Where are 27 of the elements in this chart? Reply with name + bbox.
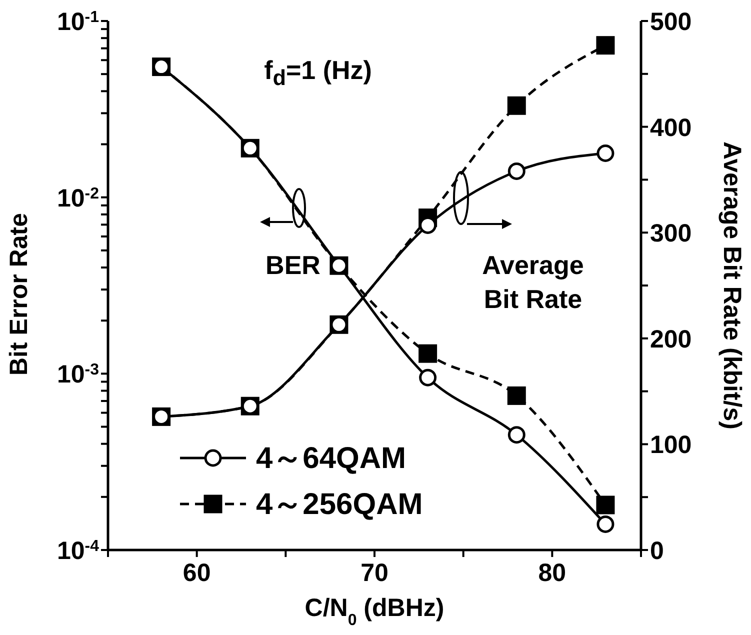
annotation: BER <box>266 250 320 280</box>
point <box>418 344 438 363</box>
y2-tick-label: 200 <box>650 325 692 354</box>
x-tick-label: 60 <box>182 559 211 587</box>
y-tick-label: 10$^{-2}$ <box>56 184 100 212</box>
point <box>596 515 614 533</box>
y2-axis-title: Average Bit Rate (kbit/s) <box>718 141 746 430</box>
y2-tick-label: 300 <box>650 220 692 248</box>
legend-label: 4～64QAM <box>256 440 406 476</box>
y-tick-label: 10$^{-1}$ <box>56 8 100 36</box>
annotation: Average Bit Rate <box>482 250 584 314</box>
y-axis-title: Bit Error Rate <box>4 212 33 376</box>
x-axis-title: C/N$_{0}$ (dBHz) <box>304 594 444 628</box>
x-tick-label: 70 <box>360 559 388 587</box>
legend-label: 4～256QAM <box>256 486 423 522</box>
annotation: f$_{d}$=1 (Hz) <box>264 55 372 90</box>
y-tick-label: 10$^{-4}$ <box>56 537 100 565</box>
y2-tick-label: 100 <box>650 431 692 460</box>
x-tick-label: 80 <box>538 559 566 587</box>
y2-tick-label: 400 <box>650 114 692 142</box>
point <box>419 368 437 386</box>
point <box>596 496 615 514</box>
y2-tick-label: 0 <box>650 537 664 565</box>
y-tick-label: 10$^{-3}$ <box>56 360 100 389</box>
point <box>508 426 526 444</box>
point <box>507 386 526 405</box>
y2-tick-label: 500 <box>650 8 692 36</box>
